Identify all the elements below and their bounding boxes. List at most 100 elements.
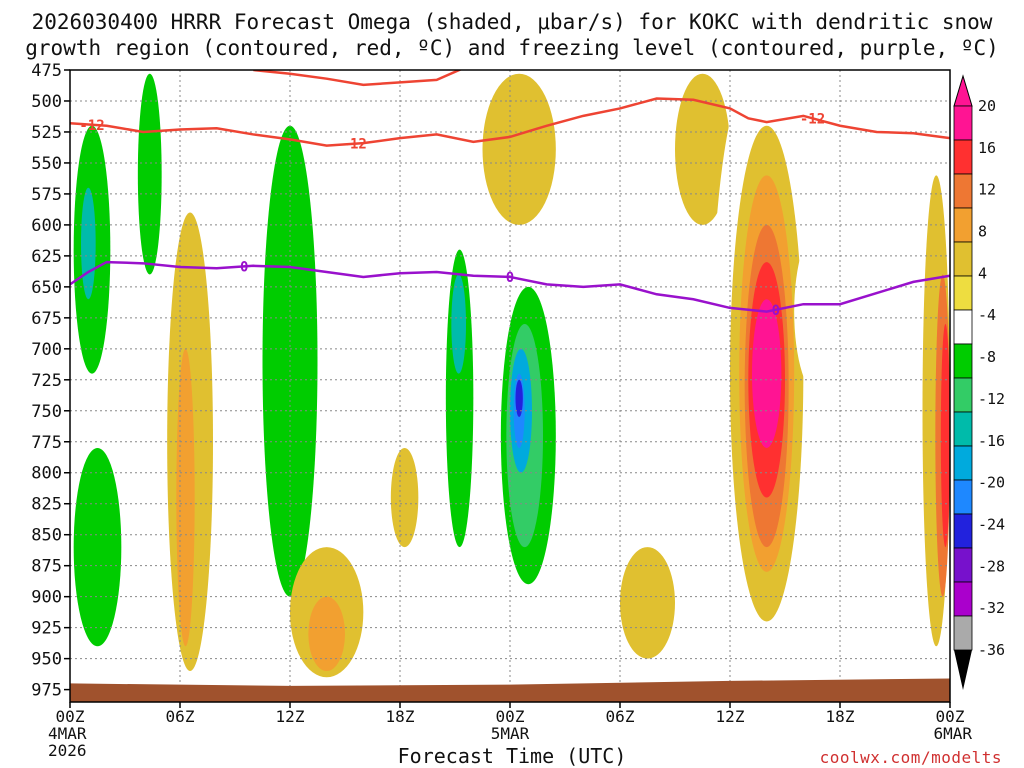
axes-layer: 475 500 525 550 575 600 625 650 675 700 725 750 775 8… — [31, 61, 972, 760]
omega-cell-33 — [794, 224, 850, 399]
colorbar-label-11: -28 — [978, 557, 1005, 575]
colorbar-band-0 — [953, 105, 973, 141]
colorbar-label-6: -8 — [978, 348, 996, 366]
y-tick-label-550: 550 — [31, 154, 62, 174]
ground-surface — [70, 678, 950, 702]
colorbar-label-2: 12 — [978, 181, 996, 199]
credit-link[interactable]: coolwx.com/modelts — [819, 748, 1002, 767]
colorbar-band-5 — [953, 275, 973, 311]
colorbar-bottom-triangle — [954, 650, 972, 690]
omega-cell-22 — [515, 379, 523, 417]
colorbar-band-7 — [953, 343, 973, 379]
freezing-contour-label-0: 0 — [240, 259, 248, 275]
contour-layer: -12 -12 -12 0 0 0 — [70, 70, 950, 702]
y-tick-label-725: 725 — [31, 371, 62, 391]
x-tick-label-0-2: 2026 — [48, 741, 87, 760]
dendritic-contour-label-2: -12 — [800, 111, 825, 127]
colorbar-band-11 — [953, 479, 973, 515]
grid-layer — [70, 70, 950, 702]
omega-cell-2 — [81, 187, 96, 300]
y-tick-label-675: 675 — [31, 309, 62, 329]
colorbar-band-9 — [953, 411, 973, 447]
x-tick-label-6-0: 06Z — [166, 707, 195, 726]
omega-cell-7 — [176, 348, 195, 647]
x-tick-label-36-0: 12Z — [716, 707, 745, 726]
y-tick-label-875: 875 — [31, 557, 62, 577]
colorbar-label-12: -32 — [978, 599, 1005, 617]
colorbar-band-12 — [953, 513, 973, 549]
x-tick-label-42-0: 18Z — [826, 707, 855, 726]
omega-cell-11 — [308, 596, 345, 672]
y-tick-label-900: 900 — [31, 588, 62, 608]
omega-cell-13 — [390, 447, 419, 548]
freezing-level-contour-line — [70, 260, 950, 313]
y-tick-label-650: 650 — [31, 278, 62, 298]
colorbar-band-14 — [953, 581, 973, 617]
colorbar-band-1 — [953, 139, 973, 175]
dendritic-contour-line — [70, 97, 950, 147]
y-tick-label-475: 475 — [31, 61, 62, 81]
x-tick-label-48-0: 00Z — [936, 707, 965, 726]
colorbar-top-triangle — [953, 74, 973, 107]
x-tick-label-0-1: 4MAR — [48, 724, 87, 743]
y-tick-label-750: 750 — [31, 402, 62, 422]
omega-cell-12 — [345, 73, 391, 325]
chart-title: 2026030400 HRRR Forecast Omega (shaded, … — [31, 10, 993, 34]
y-tick-label-575: 575 — [31, 185, 62, 205]
y-tick-label-700: 700 — [31, 340, 62, 360]
colorbar-label-5: -4 — [978, 306, 996, 324]
chart-subtitle: growth region (contoured, red, ºC) and f… — [25, 36, 999, 60]
x-tick-label-48-1: 6MAR — [933, 724, 972, 743]
omega-cell-38 — [940, 324, 950, 548]
colorbar-band-6 — [953, 309, 973, 345]
x-tick-label-24-0: 00Z — [496, 707, 525, 726]
colorbar: 20 16 12 8 4 -4 -8 -12 -16 -20 -24 -28 -32 -36 — [953, 74, 1005, 690]
colorbar-band-13 — [953, 547, 973, 583]
colorbar-band-8 — [953, 377, 973, 413]
y-tick-label-525: 525 — [31, 123, 62, 143]
colorbar-band-2 — [953, 173, 973, 209]
y-tick-label-975: 975 — [31, 681, 62, 701]
colorbar-label-4: 4 — [978, 264, 987, 282]
colorbar-label-0: 20 — [978, 97, 996, 115]
omega-cell-23 — [482, 73, 556, 225]
omega-cell-16 — [451, 274, 466, 374]
colorbar-band-10 — [953, 445, 973, 481]
y-tick-label-925: 925 — [31, 619, 62, 639]
colorbar-label-1: 16 — [978, 139, 996, 157]
y-tick-label-775: 775 — [31, 433, 62, 453]
omega-cell-3 — [73, 447, 122, 647]
colorbar-label-7: -12 — [978, 390, 1005, 408]
omega-cell-34 — [849, 73, 895, 176]
colorbar-label-3: 8 — [978, 223, 987, 241]
colorbar-label-8: -16 — [978, 432, 1005, 450]
y-tick-label-625: 625 — [31, 247, 62, 267]
omega-cell-25 — [620, 547, 675, 659]
colorbar-label-13: -36 — [978, 641, 1005, 659]
omega-cell-26 — [675, 73, 730, 225]
freezing-contour-label-1: 0 — [506, 270, 514, 286]
y-tick-label-850: 850 — [31, 526, 62, 546]
x-tick-label-24-1: 5MAR — [491, 724, 530, 743]
omega-cell-32 — [752, 299, 782, 448]
y-tick-label-950: 950 — [31, 650, 62, 670]
x-tick-label-12-0: 12Z — [276, 707, 305, 726]
freezing-contour-label-2: 0 — [772, 303, 780, 319]
x-tick-label-30-0: 06Z — [606, 707, 635, 726]
omega-shaded-layer — [73, 73, 950, 678]
y-tick-label-825: 825 — [31, 495, 62, 515]
x-tick-label-18-0: 18Z — [386, 707, 415, 726]
y-tick-label-800: 800 — [31, 464, 62, 484]
omega-cell-5 — [137, 73, 162, 275]
y-tick-label-500: 500 — [31, 92, 62, 112]
colorbar-label-9: -20 — [978, 474, 1005, 492]
colorbar-label-10: -24 — [978, 515, 1005, 533]
x-axis-label: Forecast Time (UTC) — [397, 744, 627, 768]
colorbar-band-3 — [953, 207, 973, 243]
x-tick-label-0-0: 00Z — [56, 707, 85, 726]
colorbar-band-15 — [953, 615, 973, 651]
dendritic-upper-contour-line — [253, 70, 463, 87]
colorbar-band-4 — [953, 241, 973, 277]
y-tick-label-600: 600 — [31, 216, 62, 236]
